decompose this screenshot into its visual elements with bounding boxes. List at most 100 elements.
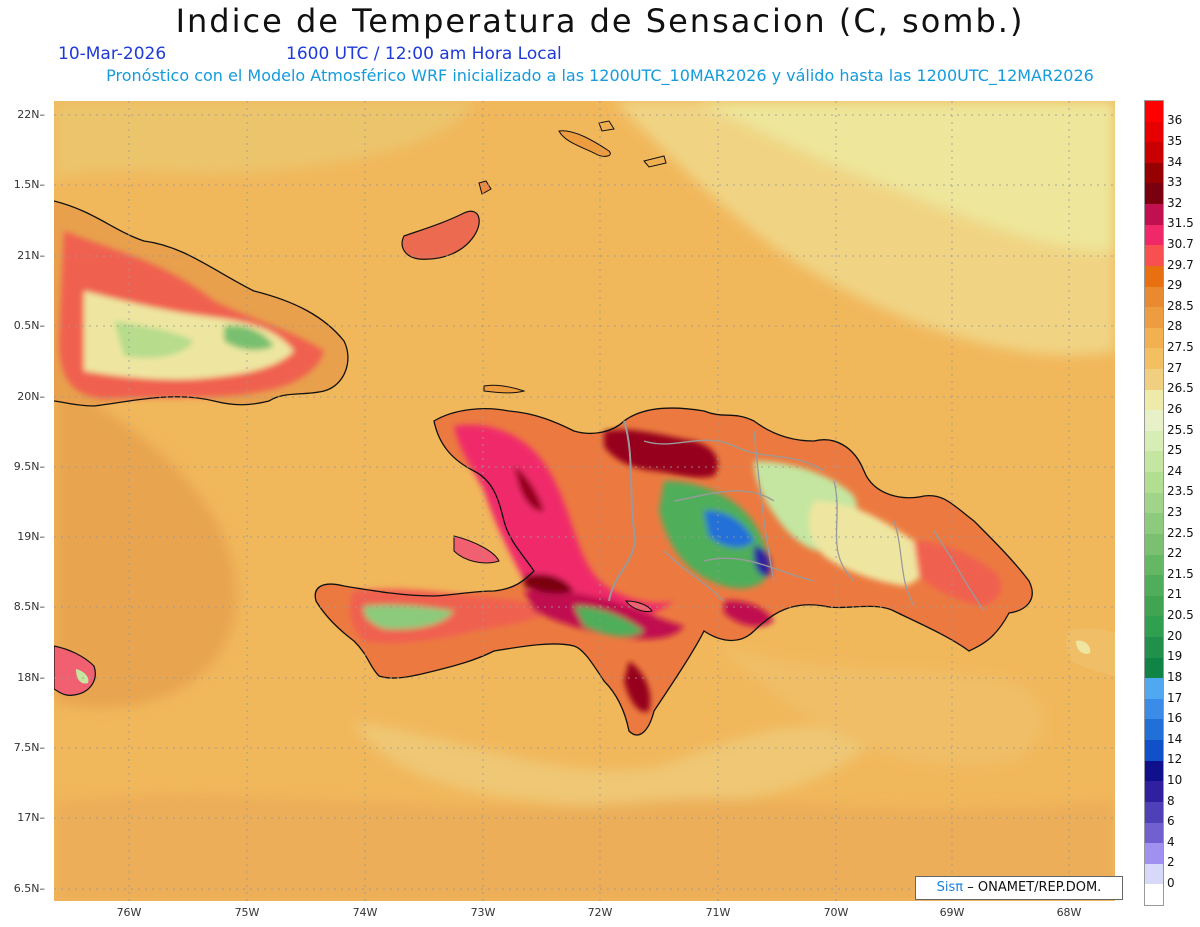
legend-swatch xyxy=(1145,533,1163,556)
map-canvas xyxy=(54,101,1115,901)
credit-box: Sisπ – ONAMET/REP.DOM. xyxy=(915,876,1123,900)
legend-label: 27.5 xyxy=(1167,340,1194,355)
legend-label: 28.5 xyxy=(1167,298,1194,313)
legend-swatch xyxy=(1145,224,1163,246)
legend-label: 4 xyxy=(1167,834,1175,849)
legend-label: 18 xyxy=(1167,669,1183,684)
legend-label: 36 xyxy=(1167,113,1183,128)
legend-swatch xyxy=(1145,389,1163,411)
legend-label: 28 xyxy=(1167,319,1183,334)
latitude-label: 18N– xyxy=(17,671,45,684)
latitude-label: 9.5N– xyxy=(13,460,45,473)
legend-label: 34 xyxy=(1167,154,1183,169)
legend-swatch xyxy=(1145,307,1163,329)
legend-swatch xyxy=(1145,162,1163,184)
legend-swatch xyxy=(1145,719,1163,741)
legend-label: 20.5 xyxy=(1167,608,1194,623)
legend-label: 17 xyxy=(1167,690,1183,705)
legend-label: 24 xyxy=(1167,463,1183,478)
latitude-label: 17N– xyxy=(17,811,45,824)
hispaniola-landmass xyxy=(314,384,1033,736)
legend-swatch xyxy=(1145,451,1163,473)
credit-text: – ONAMET/REP.DOM. xyxy=(967,880,1102,895)
legend-swatch xyxy=(1145,698,1163,720)
legend-label: 31.5 xyxy=(1167,216,1194,231)
legend-swatch xyxy=(1145,101,1163,123)
legend-swatch xyxy=(1145,410,1163,432)
latitude-label: 20N– xyxy=(17,390,45,403)
latitude-label: 8.5N– xyxy=(13,600,45,613)
legend-label: 26 xyxy=(1167,401,1183,416)
legend-swatch xyxy=(1145,265,1163,288)
legend-label: 32 xyxy=(1167,195,1183,210)
legend-label: 22.5 xyxy=(1167,525,1194,540)
legend-swatch xyxy=(1145,801,1163,824)
legend-swatch xyxy=(1145,183,1163,205)
legend-swatch xyxy=(1145,430,1163,452)
legend-swatch xyxy=(1145,348,1163,370)
latitude-label: 7.5N– xyxy=(13,741,45,754)
legend-label: 25.5 xyxy=(1167,422,1194,437)
graticule xyxy=(54,101,1115,901)
latitude-label: 1.5N– xyxy=(13,178,45,191)
legend-label: 22 xyxy=(1167,546,1183,561)
longitude-label: 70W xyxy=(823,906,849,919)
cuba-landmass xyxy=(54,200,349,407)
legend-swatch xyxy=(1145,204,1163,226)
legend-swatch xyxy=(1145,781,1163,803)
legend-swatch xyxy=(1145,760,1163,782)
latitude-label: 22N– xyxy=(17,108,45,121)
legend-label: 23 xyxy=(1167,505,1183,519)
legend-swatch xyxy=(1145,245,1163,267)
legend-swatch xyxy=(1145,554,1163,576)
legend-swatch xyxy=(1145,286,1163,308)
legend-label: 29 xyxy=(1167,278,1183,293)
latitude-label: 19N– xyxy=(17,530,45,543)
legend-label: 26.5 xyxy=(1167,381,1194,396)
heat-index-map xyxy=(54,101,1115,901)
legend-label: 16 xyxy=(1167,711,1183,726)
legend-label: 27 xyxy=(1167,360,1183,375)
longitude-label: 68W xyxy=(1056,906,1082,919)
legend-swatch xyxy=(1145,575,1163,597)
legend-label: 35 xyxy=(1167,133,1183,148)
longitude-label: 75W xyxy=(234,906,260,919)
legend-swatch xyxy=(1145,616,1163,638)
longitude-label: 72W xyxy=(587,906,613,919)
legend-swatch xyxy=(1145,884,1163,906)
legend-label: 0 xyxy=(1167,876,1175,891)
puerto-rico-edge xyxy=(1066,628,1115,676)
legend-swatch xyxy=(1145,327,1163,349)
legend-swatch xyxy=(1145,595,1163,617)
time-label: 1600 UTC / 12:00 am Hora Local xyxy=(286,44,562,64)
legend-label: 21.5 xyxy=(1167,566,1194,581)
legend-label: 6 xyxy=(1167,814,1175,829)
legend-label: 23.5 xyxy=(1167,484,1194,499)
date-label: 10-Mar-2026 xyxy=(58,44,167,64)
legend-label: 12 xyxy=(1167,752,1183,767)
legend-swatch xyxy=(1145,513,1163,535)
legend-label: 29.7 xyxy=(1167,257,1194,272)
longitude-label: 74W xyxy=(352,906,378,919)
legend-label: 19 xyxy=(1167,649,1183,664)
sea-field xyxy=(54,101,1115,901)
longitude-label: 73W xyxy=(470,906,496,919)
legend-label: 33 xyxy=(1167,175,1183,190)
legend-label: 14 xyxy=(1167,731,1183,746)
legend-swatch xyxy=(1145,492,1163,514)
legend-label: 10 xyxy=(1167,773,1183,787)
legend-swatch xyxy=(1145,678,1163,700)
legend-label: 30.7 xyxy=(1167,237,1194,251)
legend-swatch xyxy=(1145,121,1163,143)
credit-logo: Sisπ xyxy=(936,880,964,895)
legend-label: 25 xyxy=(1167,443,1183,458)
legend-swatch xyxy=(1145,863,1163,885)
legend-label: 8 xyxy=(1167,793,1175,808)
bahamas-islands xyxy=(401,120,667,260)
legend-label: 21 xyxy=(1167,587,1183,602)
legend-label: 20 xyxy=(1167,628,1183,643)
legend-swatch xyxy=(1145,740,1163,762)
map-title: Indice de Temperatura de Sensacion (C, s… xyxy=(175,2,1025,40)
longitude-label: 69W xyxy=(939,906,965,919)
latitude-label: 21N– xyxy=(17,249,45,262)
